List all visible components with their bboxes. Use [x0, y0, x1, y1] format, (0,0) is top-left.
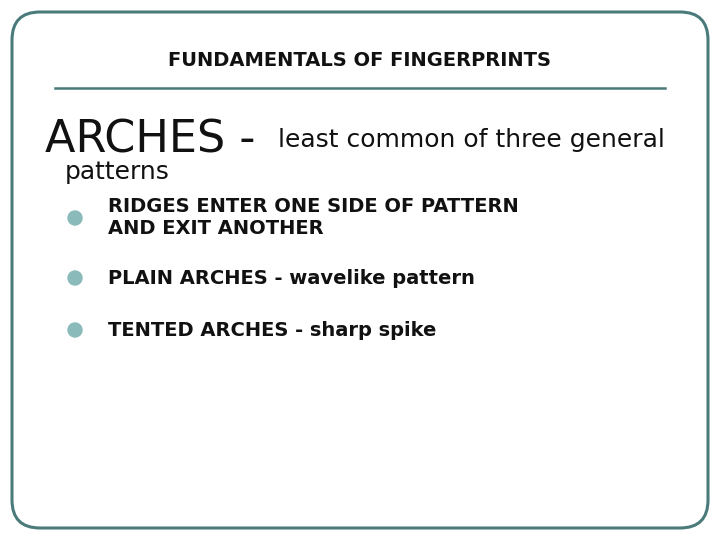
Circle shape	[68, 271, 82, 285]
Text: patterns: patterns	[65, 160, 170, 184]
FancyBboxPatch shape	[12, 12, 708, 528]
Circle shape	[68, 323, 82, 337]
Text: FUNDAMENTALS OF FINGERPRINTS: FUNDAMENTALS OF FINGERPRINTS	[168, 51, 552, 70]
Text: ARCHES -: ARCHES -	[45, 118, 269, 161]
Text: PLAIN ARCHES - wavelike pattern: PLAIN ARCHES - wavelike pattern	[108, 268, 475, 287]
Circle shape	[68, 211, 82, 225]
Text: AND EXIT ANOTHER: AND EXIT ANOTHER	[108, 219, 323, 239]
Text: least common of three general: least common of three general	[278, 128, 665, 152]
Text: TENTED ARCHES - sharp spike: TENTED ARCHES - sharp spike	[108, 321, 436, 340]
Text: RIDGES ENTER ONE SIDE OF PATTERN: RIDGES ENTER ONE SIDE OF PATTERN	[108, 198, 518, 217]
